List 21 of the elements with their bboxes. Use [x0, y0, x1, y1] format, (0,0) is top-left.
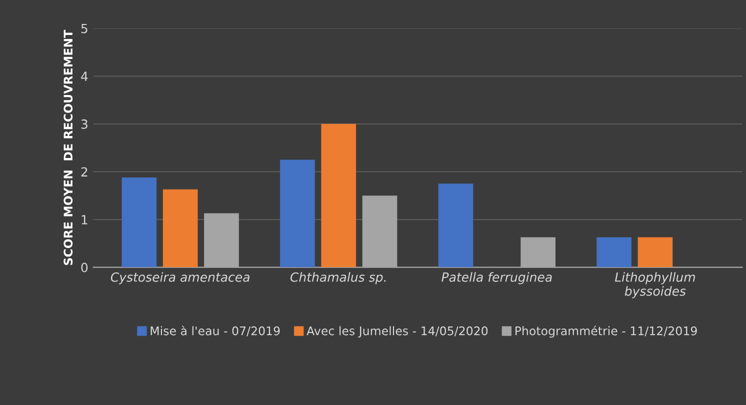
y-tick-label: 4 [81, 72, 88, 81]
y-tick-label: 2 [81, 167, 88, 176]
y-axis-title: SCORE MOYEN DE RECOUVREMENT [64, 30, 73, 265]
bar [280, 160, 315, 268]
bar [438, 184, 474, 268]
bar [122, 177, 157, 268]
x-tick-label: Chthamalus sp. [290, 272, 386, 284]
bar [596, 237, 632, 268]
y-tick-label: 5 [81, 24, 88, 34]
legend-label: Photogrammétrie - 11/12/2019 [516, 326, 697, 338]
bar [162, 189, 198, 268]
y-tick-label: 0 [81, 262, 88, 272]
y-tick-label: 1 [82, 215, 88, 224]
x-tick-label: Cystoseira amentacea [110, 272, 250, 284]
y-tick-label: 3 [81, 119, 88, 129]
bar [638, 237, 673, 268]
legend-label: Avec les Jumelles - 14/05/2020 [306, 326, 488, 338]
legend-label: Mise à l'eau - 07/2019 [150, 326, 280, 336]
x-tick-label: Patella ferruginea [442, 272, 552, 284]
x-tick-label: Lithophyllum byssoides [614, 272, 695, 298]
bar [321, 124, 356, 268]
